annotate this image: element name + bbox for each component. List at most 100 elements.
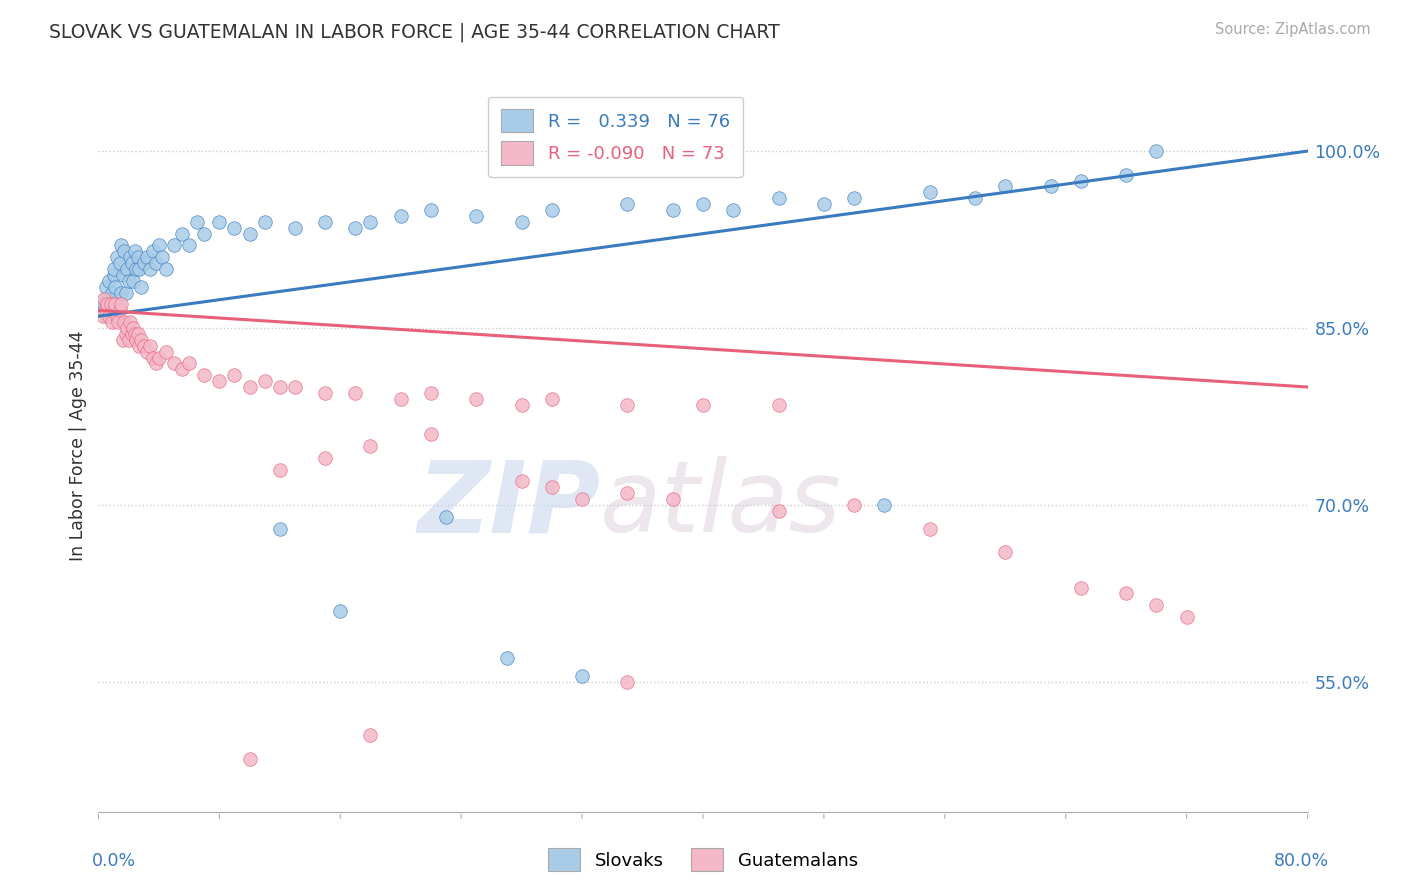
Point [105, 310, 128, 324]
Point [1115, 586, 1137, 600]
Point [1115, 168, 1137, 182]
Point [98, 292, 121, 306]
Point [114, 326, 136, 341]
Point [124, 244, 146, 259]
Point [118, 274, 141, 288]
Point [170, 227, 193, 241]
Point [93, 292, 115, 306]
Point [108, 256, 131, 270]
Point [155, 262, 177, 277]
Point [284, 380, 307, 394]
Point [145, 356, 167, 370]
Point [129, 333, 152, 347]
Point [269, 522, 291, 536]
Point [571, 669, 593, 683]
Point [239, 380, 262, 394]
Point [1146, 599, 1168, 613]
Point [104, 297, 127, 311]
Point [510, 215, 533, 229]
Point [122, 321, 145, 335]
Point [360, 215, 382, 229]
Point [616, 675, 638, 690]
Point [918, 522, 941, 536]
Point [239, 751, 262, 765]
Point [125, 262, 148, 277]
Point [148, 238, 170, 252]
Point [465, 392, 488, 406]
Point [269, 380, 291, 394]
Point [107, 315, 129, 329]
Point [94, 303, 117, 318]
Point [420, 385, 443, 400]
Point [269, 462, 291, 476]
Point [661, 202, 683, 217]
Point [98, 274, 121, 288]
Point [122, 274, 145, 288]
Point [103, 303, 125, 318]
Point [91, 303, 114, 318]
Point [224, 368, 246, 383]
Point [1070, 173, 1092, 187]
Point [91, 310, 114, 324]
Point [115, 321, 138, 335]
Point [115, 262, 138, 277]
Point [1039, 179, 1062, 194]
Point [112, 315, 135, 329]
Point [127, 326, 149, 341]
Point [112, 244, 135, 259]
Point [96, 310, 118, 324]
Point [121, 256, 143, 270]
Point [965, 191, 987, 205]
Point [163, 238, 186, 252]
Point [360, 728, 382, 742]
Point [1175, 610, 1198, 624]
Point [179, 238, 201, 252]
Text: Source: ZipAtlas.com: Source: ZipAtlas.com [1215, 22, 1371, 37]
Point [111, 268, 134, 282]
Point [118, 333, 141, 347]
Text: 0.0%: 0.0% [91, 852, 135, 870]
Point [253, 374, 276, 388]
Point [844, 498, 866, 512]
Point [101, 285, 124, 300]
Point [314, 385, 336, 400]
Point [104, 279, 127, 293]
Point [128, 262, 150, 277]
Point [94, 292, 117, 306]
Point [108, 303, 131, 318]
Point [994, 545, 1017, 559]
Point [540, 202, 562, 217]
Text: ZIP: ZIP [418, 456, 600, 553]
Point [768, 191, 790, 205]
Point [139, 262, 162, 277]
Point [208, 215, 231, 229]
Point [94, 279, 117, 293]
Point [120, 315, 142, 329]
Point [571, 492, 593, 507]
Point [465, 209, 488, 223]
Point [360, 439, 382, 453]
Point [111, 333, 134, 347]
Point [616, 486, 638, 500]
Point [253, 215, 276, 229]
Point [314, 450, 336, 465]
Point [142, 351, 165, 365]
Point [132, 256, 155, 270]
Point [994, 179, 1017, 194]
Point [124, 326, 146, 341]
Point [510, 475, 533, 489]
Point [107, 297, 129, 311]
Point [692, 398, 714, 412]
Point [96, 297, 118, 311]
Point [103, 268, 125, 282]
Point [224, 220, 246, 235]
Point [844, 191, 866, 205]
Legend: Slovaks, Guatemalans: Slovaks, Guatemalans [541, 841, 865, 879]
Point [93, 297, 115, 311]
Point [661, 492, 683, 507]
Point [540, 480, 562, 494]
Point [148, 351, 170, 365]
Point [163, 356, 186, 370]
Point [110, 297, 132, 311]
Point [510, 398, 533, 412]
